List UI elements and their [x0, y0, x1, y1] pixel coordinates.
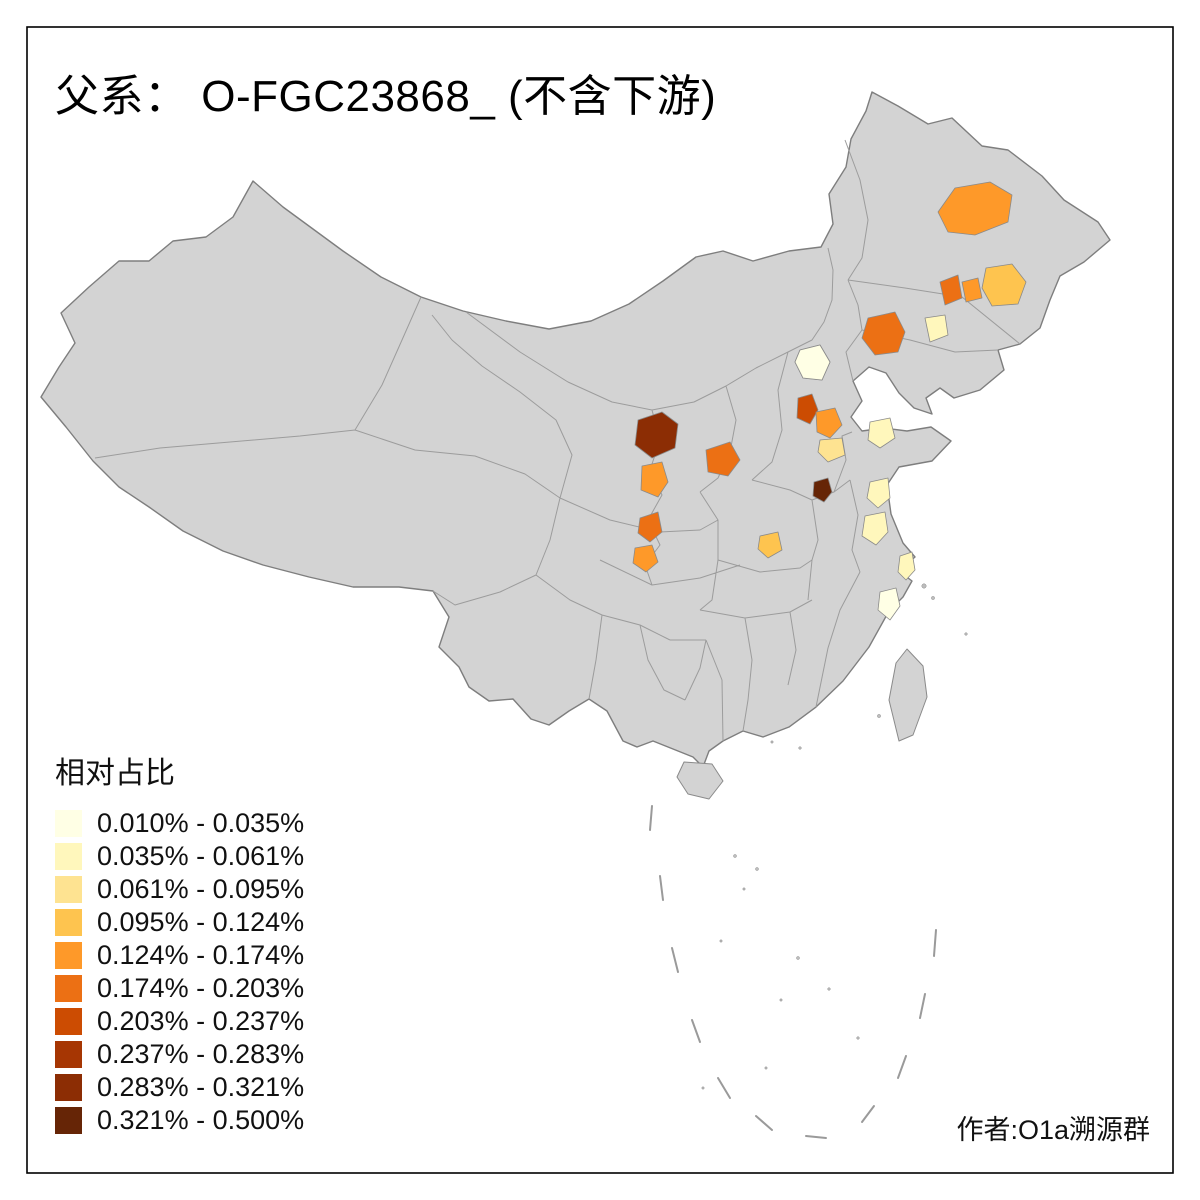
legend-label: 0.203% - 0.237% — [97, 1006, 305, 1036]
highlight-region — [812, 477, 833, 503]
highlight-region — [877, 587, 901, 621]
south-china-sea-islands — [701, 854, 860, 1090]
legend-label: 0.283% - 0.321% — [97, 1072, 305, 1102]
highlight-layer — [632, 181, 1027, 621]
legend-swatch — [55, 1041, 82, 1068]
highlight-region — [637, 511, 663, 543]
highlight-region — [640, 461, 669, 498]
highlight-region — [705, 441, 741, 477]
highlight-region — [634, 411, 679, 459]
legend-swatch — [55, 1008, 82, 1035]
highlight-region — [897, 551, 916, 581]
highlight-region — [632, 544, 659, 573]
legend-item: 0.095% - 0.124% — [55, 907, 305, 937]
legend-label: 0.124% - 0.174% — [97, 940, 305, 970]
legend-swatch — [55, 942, 82, 969]
legend-label: 0.174% - 0.203% — [97, 973, 305, 1003]
legend-item: 0.321% - 0.500% — [55, 1105, 305, 1135]
china-mainland — [40, 91, 1111, 768]
highlight-region — [866, 477, 891, 509]
legend-swatch — [55, 876, 82, 903]
highlight-region — [861, 311, 906, 356]
author-credit: 作者:O1a溯源群 — [956, 1115, 1150, 1145]
coastal-islets — [770, 583, 968, 750]
plot-border — [26, 26, 1174, 1174]
legend-title: 相对占比 — [55, 757, 175, 790]
map-title: 父系： O-FGC23868_ (不含下游) — [55, 72, 717, 121]
highlight-region — [924, 314, 949, 343]
highlight-region — [981, 263, 1027, 307]
legend-label: 0.237% - 0.283% — [97, 1039, 305, 1069]
highlight-region — [815, 407, 843, 439]
legend-item: 0.283% - 0.321% — [55, 1072, 305, 1102]
legend-swatch — [55, 975, 82, 1002]
highlight-region — [861, 511, 889, 546]
legend-item: 0.010% - 0.035% — [55, 808, 305, 838]
legend-swatch — [55, 810, 82, 837]
highlight-region — [794, 344, 831, 381]
legend-swatch — [55, 1107, 82, 1134]
legend-swatch — [55, 909, 82, 936]
legend-label: 0.321% - 0.500% — [97, 1105, 305, 1135]
nine-dash-line — [649, 805, 937, 1139]
legend: 相对占比 0.010% - 0.035% 0.035% - 0.061% 0.061… — [55, 748, 304, 1140]
legend-item: 0.237% - 0.283% — [55, 1039, 305, 1069]
highlight-region — [757, 531, 783, 559]
hainan-island — [676, 761, 724, 800]
legend-label: 0.035% - 0.061% — [97, 841, 305, 871]
legend-label: 0.061% - 0.095% — [97, 874, 305, 904]
highlight-region — [867, 417, 896, 449]
legend-item: 0.124% - 0.174% — [55, 940, 305, 970]
highlight-region — [961, 277, 983, 303]
legend-label: 0.010% - 0.035% — [97, 808, 305, 838]
legend-label: 0.095% - 0.124% — [97, 907, 305, 937]
legend-swatch — [55, 1074, 82, 1101]
taiwan-island — [888, 648, 928, 742]
highlight-region — [796, 393, 819, 425]
highlight-region — [939, 274, 963, 306]
legend-item: 0.174% - 0.203% — [55, 973, 305, 1003]
legend-item: 0.035% - 0.061% — [55, 841, 305, 871]
legend-items: 0.010% - 0.035% 0.035% - 0.061% 0.061% - 0… — [55, 808, 305, 1135]
highlight-region — [937, 181, 1013, 236]
legend-item: 0.061% - 0.095% — [55, 874, 305, 904]
legend-item: 0.203% - 0.237% — [55, 1006, 305, 1036]
highlight-region — [817, 437, 846, 463]
legend-swatch — [55, 843, 82, 870]
